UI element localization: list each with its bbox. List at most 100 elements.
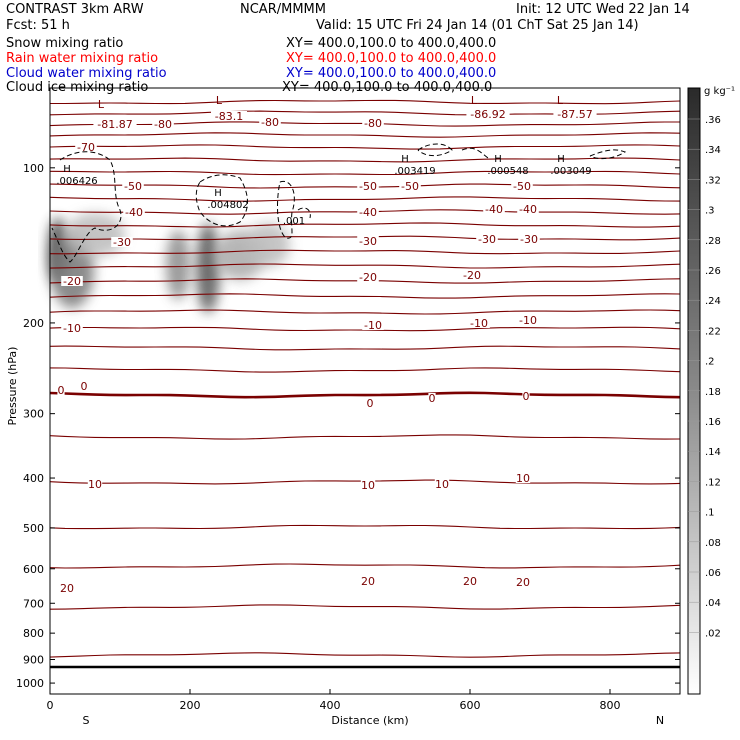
contour-label: -80 xyxy=(364,117,382,130)
contour-label: 10 xyxy=(361,479,375,492)
contour-label: -50 xyxy=(359,180,377,193)
contour-label: 10 xyxy=(516,472,530,485)
high-marker: H xyxy=(494,154,502,165)
temperature-contour xyxy=(49,652,681,658)
contour-label: 20 xyxy=(60,582,74,595)
temperature-contours: -81.87 -80 -83.1 -80 -80 -86.92 -87.57 -70 -50 -5… xyxy=(49,99,681,658)
colorbar-label: .08 xyxy=(705,538,721,549)
init-time: Init: 12 UTC Wed 22 Jan 14 xyxy=(516,2,690,17)
cloud-ice-contour xyxy=(417,143,453,157)
contour-label: -10 xyxy=(470,317,488,330)
contour-label: -83.1 xyxy=(215,110,243,123)
contour-label-mask xyxy=(461,270,483,280)
colorbar-label: .24 xyxy=(705,296,721,307)
contour-label-mask xyxy=(362,118,384,128)
legend-cloud-water-label: Cloud water mixing ratio xyxy=(6,66,167,81)
contour-label-mask xyxy=(515,577,531,587)
temperature-contour xyxy=(49,263,681,269)
cloud-ice-contour xyxy=(195,174,248,227)
legend-rain-xy: XY= 400.0,100.0 to 400.0,400.0 xyxy=(286,51,496,66)
y-tick-label: 400 xyxy=(23,472,44,485)
contour-label-mask xyxy=(61,276,83,286)
contour-label-mask xyxy=(476,234,498,244)
x-tick-label: 200 xyxy=(180,699,201,712)
cloud-ice-contour xyxy=(461,147,489,159)
contour-label: -87.57 xyxy=(557,108,592,121)
legend-rain: Rain water mixing ratio xyxy=(6,51,158,66)
contour-label: -10 xyxy=(519,314,537,327)
y-tick-label: 600 xyxy=(23,563,44,576)
y-axis-label: Pressure (hPa) xyxy=(6,347,19,426)
x-tick-label: 800 xyxy=(600,699,621,712)
cloud-ice-contour xyxy=(589,149,627,160)
contour-label: -20 xyxy=(463,269,481,282)
contour-label: 0 xyxy=(429,392,436,405)
contour-label-mask xyxy=(399,181,421,191)
contour-label-mask xyxy=(75,142,97,152)
temperature-contour xyxy=(49,434,681,440)
contour-label-mask xyxy=(57,385,65,395)
contour-label-mask xyxy=(80,381,88,391)
contour-label-mask xyxy=(517,204,539,214)
contour-label: -40 xyxy=(485,203,503,216)
contour-label-mask xyxy=(553,109,597,119)
model-title: CONTRAST 3km ARW xyxy=(6,2,144,17)
high-value: .000548 xyxy=(487,166,528,177)
contour-label-mask xyxy=(360,480,376,490)
temperature-contour xyxy=(49,249,681,255)
contour-label: 20 xyxy=(361,575,375,588)
colorbar-label: .26 xyxy=(705,266,721,277)
colorbar-label: .28 xyxy=(705,236,721,247)
contour-label: -70 xyxy=(77,141,95,154)
contour-label: 0 xyxy=(523,390,530,403)
valid-time: Valid: 15 UTC Fri 24 Jan 14 (01 ChT Sat … xyxy=(316,18,639,33)
contour-label: -40 xyxy=(125,206,143,219)
colorbar-label: .22 xyxy=(705,326,721,337)
colorbar-label: .14 xyxy=(705,447,721,458)
contour-label: -30 xyxy=(113,236,131,249)
temperature-contour xyxy=(49,326,681,332)
y-tick-label: 800 xyxy=(23,627,44,640)
temperature-contour xyxy=(49,222,681,228)
contour-label-mask xyxy=(259,117,281,127)
contour-label-mask xyxy=(211,111,247,121)
contour-label: -50 xyxy=(401,180,419,193)
legend-cloud-water-xy: XY= 400.0,100.0 to 400.0,400.0 xyxy=(286,66,496,81)
contour-label-mask xyxy=(518,234,540,244)
temperature-contour xyxy=(49,132,681,138)
contour-label-mask xyxy=(428,393,436,403)
colorbar-label: .12 xyxy=(705,477,721,488)
y-tick-label: 200 xyxy=(23,317,44,330)
x-tick-label: 0 xyxy=(47,699,54,712)
contour-label: 0 xyxy=(81,380,88,393)
ice-contour-label: .001 xyxy=(283,216,305,227)
colorbar: g kg⁻¹ .36 .34 .32 .3 .28 .26 .24 .22 .2 .18 .16 .1… xyxy=(687,86,735,695)
high-marker: H xyxy=(557,154,565,165)
contour-label: -20 xyxy=(359,271,377,284)
y-tick-label: 500 xyxy=(23,522,44,535)
contour-label-mask xyxy=(517,315,539,325)
contour-label: 10 xyxy=(435,478,449,491)
contour-label-mask xyxy=(462,576,478,586)
high-value: .006426 xyxy=(56,176,97,187)
low-marker: L xyxy=(557,94,564,107)
extrema-annotations: L L L LH.006426H.004802H.003419H.000548H.00… xyxy=(56,94,591,227)
high-marker: H xyxy=(401,154,409,165)
legend-cloud-water: Cloud water mixing ratio xyxy=(6,66,167,81)
contour-label-mask xyxy=(87,479,103,489)
low-marker: L xyxy=(98,98,105,111)
colorbar-label: .34 xyxy=(705,145,721,156)
colorbar-label: .04 xyxy=(705,598,721,609)
legend-snow-label: Snow mixing ratio xyxy=(6,36,124,51)
colorbar-label: .3 xyxy=(705,206,715,217)
contour-label-mask xyxy=(483,204,505,214)
temperature-contour xyxy=(49,157,681,163)
contour-label: -50 xyxy=(124,180,142,193)
legend-rain-xy-text: XY= 400.0,100.0 to 400.0,400.0 xyxy=(286,51,497,66)
colorbar-label: .18 xyxy=(705,387,721,398)
contour-label-mask xyxy=(360,576,376,586)
contour-label: -10 xyxy=(63,322,81,335)
temperature-contour xyxy=(49,367,681,373)
low-marker: L xyxy=(471,94,478,107)
